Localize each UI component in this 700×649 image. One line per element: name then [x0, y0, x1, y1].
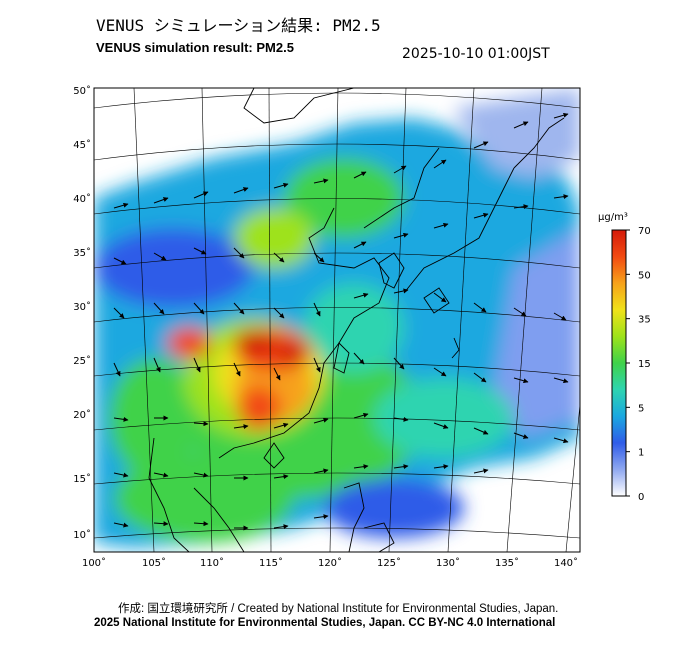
- latitude-label: 45˚: [73, 139, 91, 151]
- colorbar-tick-label: 70: [638, 226, 651, 237]
- graticule: [94, 88, 580, 552]
- colorbar-tick-label: 35: [638, 315, 651, 326]
- colorbar-ticks: 70 50 35 15 5 1 0: [626, 226, 651, 503]
- latitude-label: 50˚: [73, 85, 91, 97]
- colorbar: μg/m³ 70 50 35 15 5 1 0: [598, 212, 651, 503]
- title-english: VENUS simulation result: PM2.5: [96, 40, 294, 55]
- latitude-label: 40˚: [73, 193, 91, 205]
- latitude-label: 15˚: [73, 473, 91, 485]
- colorbar-tick-label: 50: [638, 270, 651, 281]
- pm25-map: 50˚ 45˚ 40˚ 35˚ 30˚ 25˚ 20˚ 15˚ 10˚ 100˚ 105˚ 110˚…: [73, 85, 581, 569]
- latitude-label: 25˚: [73, 355, 91, 367]
- longitude-label: 100˚: [82, 557, 106, 569]
- longitude-label: 110˚: [200, 557, 224, 569]
- colorbar-tick-label: 5: [638, 403, 644, 414]
- copyright-line: 2025 National Institute for Environmenta…: [94, 617, 556, 629]
- colorbar-tick-label: 0: [638, 492, 644, 503]
- longitude-label: 140˚: [554, 557, 578, 569]
- longitude-label: 105˚: [142, 557, 166, 569]
- latitude-label: 35˚: [73, 247, 91, 259]
- longitude-label: 120˚: [318, 557, 342, 569]
- latitude-label: 30˚: [73, 301, 91, 313]
- colorbar-tick-label: 15: [638, 359, 651, 370]
- colorbar-tick-label: 1: [638, 448, 644, 459]
- map-frame: [93, 87, 581, 553]
- longitude-label: 125˚: [377, 557, 401, 569]
- colorbar-unit: μg/m³: [598, 212, 628, 223]
- credit-line: 作成: 国立環境研究所 / Created by National Instit…: [118, 603, 559, 615]
- longitude-label: 130˚: [436, 557, 460, 569]
- timestamp: 2025-10-10 01:00JST: [402, 46, 550, 62]
- wind-vectors: [113, 112, 569, 531]
- longitude-labels: 100˚ 105˚ 110˚ 115˚ 120˚ 125˚ 130˚ 135˚ 140˚: [82, 557, 578, 569]
- longitude-label: 115˚: [259, 557, 283, 569]
- colorbar-gradient: [611, 229, 627, 497]
- title-japanese: VENUS シミュレーション結果: PM2.5: [96, 16, 381, 35]
- latitude-label: 20˚: [73, 409, 91, 421]
- latitude-labels: 50˚ 45˚ 40˚ 35˚ 30˚ 25˚ 20˚ 15˚ 10˚: [73, 85, 91, 541]
- latitude-label: 10˚: [73, 529, 91, 541]
- longitude-label: 135˚: [495, 557, 519, 569]
